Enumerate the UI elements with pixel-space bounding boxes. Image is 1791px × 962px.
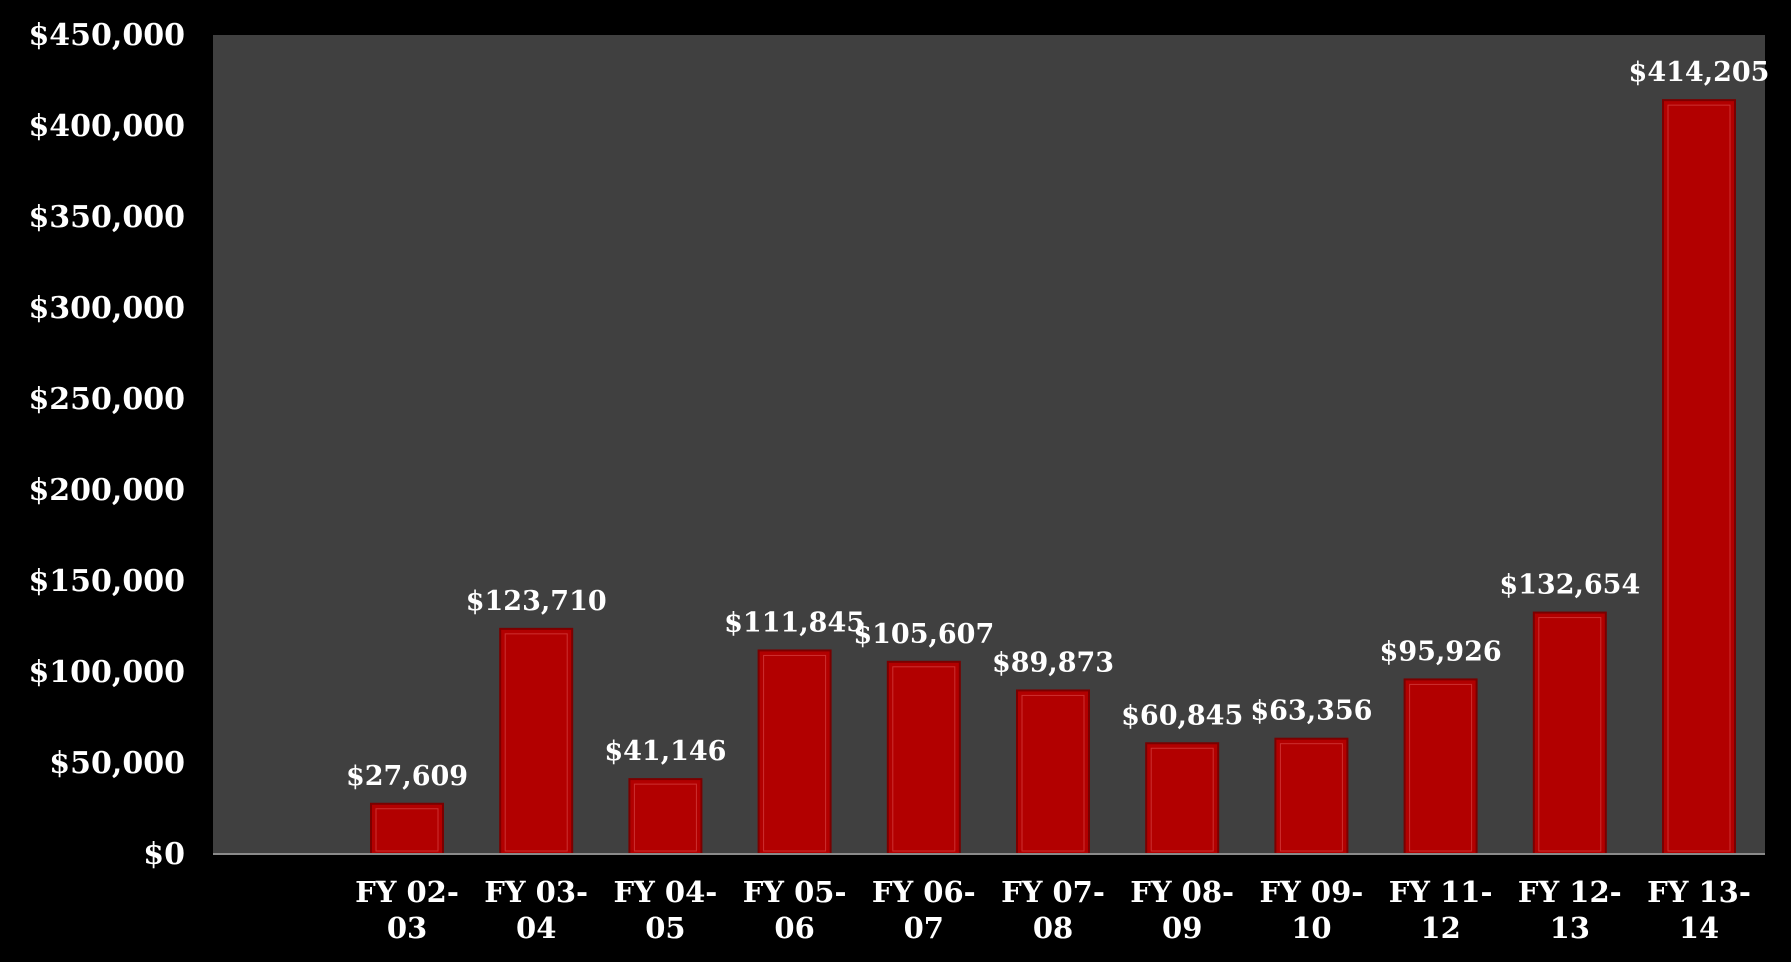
bar	[1145, 742, 1220, 855]
plot-area	[213, 35, 1765, 854]
bar-inner-outline	[1667, 104, 1731, 852]
bar-inner-outline	[1150, 747, 1214, 852]
y-tick-label: $0	[143, 837, 185, 872]
bar-rect	[757, 649, 832, 855]
bar	[1016, 689, 1090, 856]
bar-inner-outline	[375, 808, 439, 852]
y-tick-label: $300,000	[28, 291, 185, 326]
x-tick-label: FY 06-07	[872, 875, 976, 945]
x-axis-category-labels: FY 02-03 FY 03-04 FY 04-05 FY 05-06 FY 06-07…	[355, 875, 1751, 945]
y-tick-label: $200,000	[28, 473, 185, 508]
bar	[886, 660, 961, 856]
x-tick-label: FY 04-05	[614, 875, 718, 945]
bar-rect	[499, 627, 574, 855]
y-tick-label: $400,000	[28, 109, 185, 144]
bar	[1403, 678, 1478, 855]
x-tick-label: FY 08-09	[1130, 875, 1234, 945]
bar-inner-outline	[1279, 743, 1343, 852]
bar-rect	[1274, 737, 1349, 855]
bar-inner-outline	[892, 666, 956, 852]
x-tick-label: FY 07-08	[1001, 875, 1105, 945]
data-label: $105,607	[853, 619, 994, 650]
bar-rect	[886, 660, 961, 856]
data-label: $41,146	[604, 736, 726, 767]
data-label: $63,356	[1250, 696, 1372, 727]
bar-rect	[628, 778, 703, 855]
bar-rect	[370, 802, 444, 856]
y-tick-label: $100,000	[28, 655, 185, 690]
bar	[1274, 737, 1349, 855]
bar	[757, 649, 832, 855]
bar	[628, 778, 703, 855]
bars-group	[370, 99, 1736, 856]
bar	[1662, 99, 1736, 855]
bar-rect	[1662, 99, 1736, 855]
bar-rect	[1016, 689, 1090, 856]
x-tick-label: FY 03-04	[484, 875, 588, 945]
data-labels-group: $27,609 $123,710 $41,146 $111,845$105,607$8…	[346, 57, 1770, 792]
data-label: $414,205	[1629, 57, 1770, 88]
y-tick-label: $250,000	[28, 382, 185, 417]
bar-inner-outline	[633, 783, 697, 852]
x-tick-label: FY 05-06	[743, 875, 847, 945]
x-tick-label: FY 02-03	[355, 875, 459, 945]
bar-inner-outline	[1021, 694, 1085, 852]
data-label: $95,926	[1380, 636, 1502, 667]
data-label: $123,710	[466, 586, 607, 617]
y-tick-label: $150,000	[28, 564, 185, 599]
y-axis-tick-labels: $0 $50,000 $100,000 $150,000 $200,000 $250,00…	[28, 18, 185, 872]
x-tick-label: FY 13-14	[1647, 875, 1751, 945]
data-label: $27,609	[346, 761, 468, 792]
y-tick-label: $350,000	[28, 200, 185, 235]
bar-inner-outline	[504, 633, 568, 852]
data-label: $132,654	[1499, 570, 1640, 601]
bar	[1532, 611, 1607, 855]
bar-rect	[1145, 742, 1220, 855]
y-tick-label: $50,000	[49, 746, 185, 781]
x-tick-label: FY 12-13	[1518, 875, 1622, 945]
bar	[499, 627, 574, 855]
y-tick-label: $450,000	[28, 18, 185, 53]
bar-inner-outline	[1538, 617, 1602, 852]
bar	[370, 802, 444, 856]
data-label: $60,845	[1121, 700, 1243, 731]
bar-rect	[1403, 678, 1478, 855]
bar-inner-outline	[763, 654, 827, 852]
data-label: $111,845	[724, 607, 865, 638]
x-tick-label: FY 11-12	[1389, 875, 1493, 945]
x-tick-label: FY 09-10	[1260, 875, 1364, 945]
bar-inner-outline	[1409, 683, 1473, 852]
bar-rect	[1532, 611, 1607, 855]
data-label: $89,873	[992, 647, 1114, 678]
